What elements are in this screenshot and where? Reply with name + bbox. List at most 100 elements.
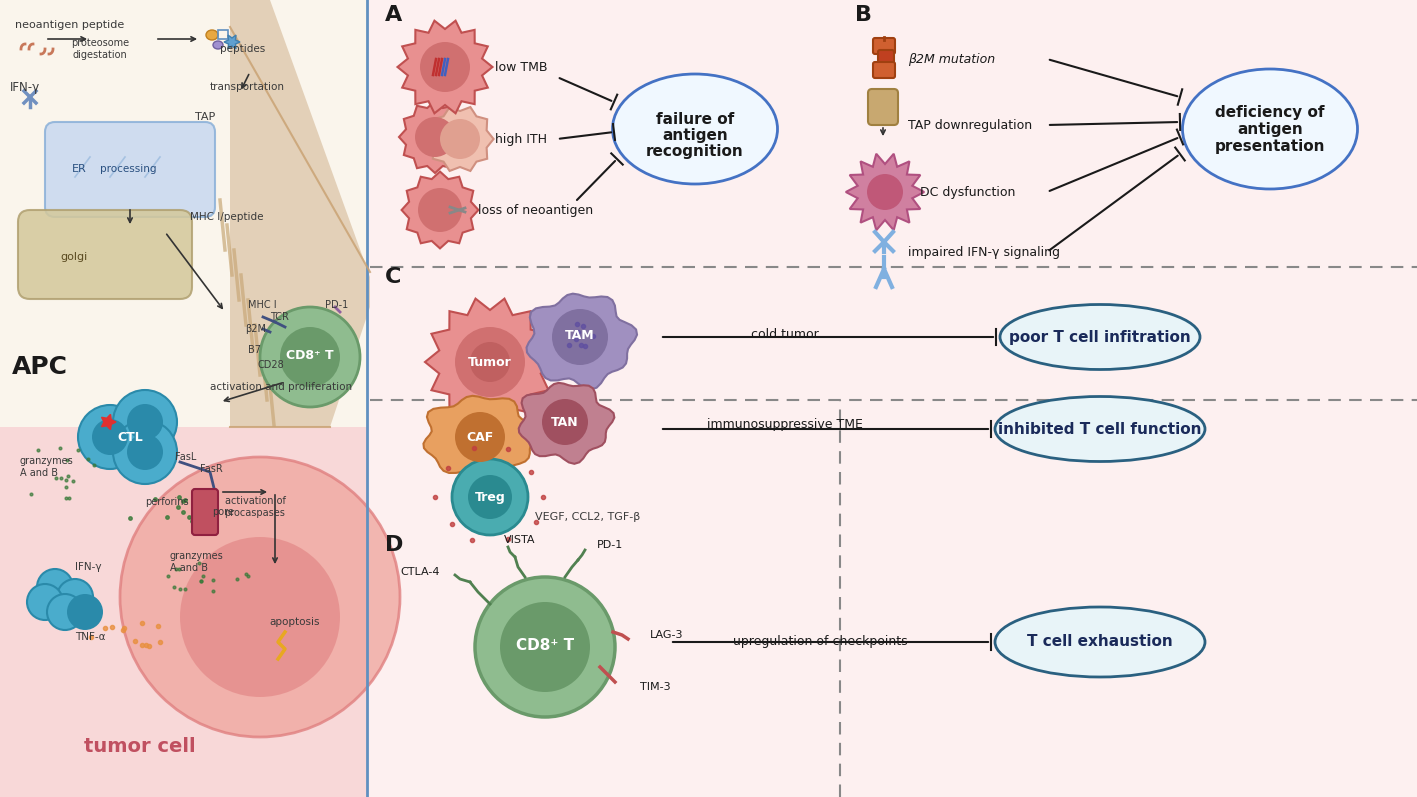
Text: loss of neoantigen: loss of neoantigen — [478, 203, 594, 217]
Circle shape — [419, 42, 470, 92]
Text: TIM-3: TIM-3 — [640, 682, 670, 692]
Circle shape — [57, 579, 94, 615]
Text: presentation: presentation — [1214, 139, 1325, 154]
Text: TAP downregulation: TAP downregulation — [908, 119, 1032, 132]
Polygon shape — [846, 154, 924, 230]
Text: CTLA-4: CTLA-4 — [400, 567, 439, 577]
Text: β2M mutation: β2M mutation — [908, 53, 995, 65]
Circle shape — [47, 594, 84, 630]
Polygon shape — [398, 21, 493, 113]
Polygon shape — [400, 101, 470, 173]
Text: upregulation of checkpoints: upregulation of checkpoints — [733, 635, 907, 649]
Polygon shape — [401, 171, 479, 249]
Text: activation of
procaspases: activation of procaspases — [224, 497, 285, 518]
Text: low TMB: low TMB — [495, 61, 547, 73]
FancyBboxPatch shape — [191, 489, 218, 535]
Text: pore: pore — [213, 507, 234, 517]
Text: TAP: TAP — [196, 112, 215, 122]
Text: recognition: recognition — [646, 143, 744, 159]
Text: FasL: FasL — [176, 452, 197, 462]
Text: Tumor: Tumor — [468, 355, 512, 368]
Ellipse shape — [205, 30, 218, 40]
Text: TCR: TCR — [271, 312, 289, 322]
Circle shape — [259, 307, 360, 407]
Text: C: C — [385, 267, 401, 287]
Text: inhibited T cell function: inhibited T cell function — [998, 422, 1202, 437]
Polygon shape — [519, 383, 615, 464]
Text: deficiency of: deficiency of — [1216, 104, 1325, 120]
Text: T cell exhaustion: T cell exhaustion — [1027, 634, 1173, 650]
Text: apoptosis: apoptosis — [269, 617, 320, 627]
Circle shape — [113, 390, 177, 454]
Text: granzymes
A and B: granzymes A and B — [170, 552, 224, 573]
Text: neoantigen peptide: neoantigen peptide — [16, 20, 125, 30]
Text: TAN: TAN — [551, 415, 578, 429]
Text: DC dysfunction: DC dysfunction — [920, 186, 1016, 198]
Text: β2M: β2M — [245, 324, 266, 334]
Text: tumor cell: tumor cell — [84, 737, 196, 756]
Text: CD8⁺ T: CD8⁺ T — [286, 348, 334, 362]
Text: ER: ER — [72, 164, 86, 174]
Polygon shape — [427, 107, 493, 171]
Circle shape — [441, 119, 480, 159]
FancyBboxPatch shape — [0, 0, 367, 797]
Text: high ITH: high ITH — [495, 132, 547, 146]
Text: antigen: antigen — [1237, 121, 1302, 136]
Text: IFN-γ: IFN-γ — [75, 562, 102, 572]
Circle shape — [67, 594, 103, 630]
Text: peptides: peptides — [220, 44, 265, 54]
Circle shape — [128, 434, 163, 470]
FancyBboxPatch shape — [370, 0, 1417, 797]
Text: MHC I/peptide: MHC I/peptide — [190, 212, 264, 222]
Circle shape — [92, 419, 128, 455]
FancyBboxPatch shape — [45, 122, 215, 217]
Text: CAF: CAF — [466, 430, 493, 443]
Text: poor T cell infitration: poor T cell infitration — [1009, 329, 1190, 344]
Ellipse shape — [1000, 304, 1200, 370]
Text: APC: APC — [11, 355, 68, 379]
Ellipse shape — [995, 396, 1204, 461]
Circle shape — [37, 569, 74, 605]
Text: golgi: golgi — [60, 252, 88, 262]
FancyBboxPatch shape — [873, 62, 896, 78]
Text: VISTA: VISTA — [504, 535, 536, 545]
FancyBboxPatch shape — [0, 0, 367, 437]
Circle shape — [113, 420, 177, 484]
FancyBboxPatch shape — [873, 38, 896, 54]
Circle shape — [78, 405, 142, 469]
Polygon shape — [102, 414, 116, 430]
Text: immunosuppressive TME: immunosuppressive TME — [707, 418, 863, 430]
Circle shape — [470, 342, 510, 382]
Circle shape — [128, 404, 163, 440]
Text: CD8⁺ T: CD8⁺ T — [516, 638, 574, 653]
Text: processing: processing — [101, 164, 156, 174]
Text: granzymes
A and B: granzymes A and B — [20, 456, 74, 477]
Text: cold tumor: cold tumor — [751, 328, 819, 340]
Circle shape — [468, 475, 512, 519]
Text: B: B — [854, 5, 871, 25]
Circle shape — [452, 459, 529, 535]
FancyBboxPatch shape — [18, 210, 191, 299]
Circle shape — [281, 327, 340, 387]
Ellipse shape — [995, 607, 1204, 677]
Ellipse shape — [213, 41, 222, 49]
Ellipse shape — [612, 74, 778, 184]
Text: Treg: Treg — [475, 490, 506, 504]
Circle shape — [475, 577, 615, 717]
Text: VEGF, CCL2, TGF-β: VEGF, CCL2, TGF-β — [536, 512, 640, 522]
Text: perforins: perforins — [145, 497, 188, 507]
Ellipse shape — [1183, 69, 1357, 189]
Text: proteosome
digestation: proteosome digestation — [71, 38, 129, 60]
FancyBboxPatch shape — [0, 427, 367, 797]
Circle shape — [553, 309, 608, 365]
Circle shape — [867, 174, 903, 210]
Text: antigen: antigen — [662, 128, 728, 143]
Text: PD-1: PD-1 — [324, 300, 349, 310]
Text: A: A — [385, 5, 402, 25]
Polygon shape — [224, 35, 239, 49]
Circle shape — [180, 537, 340, 697]
Text: transportation: transportation — [210, 82, 285, 92]
Text: PD-1: PD-1 — [597, 540, 623, 550]
FancyBboxPatch shape — [879, 50, 894, 66]
Circle shape — [455, 327, 526, 397]
